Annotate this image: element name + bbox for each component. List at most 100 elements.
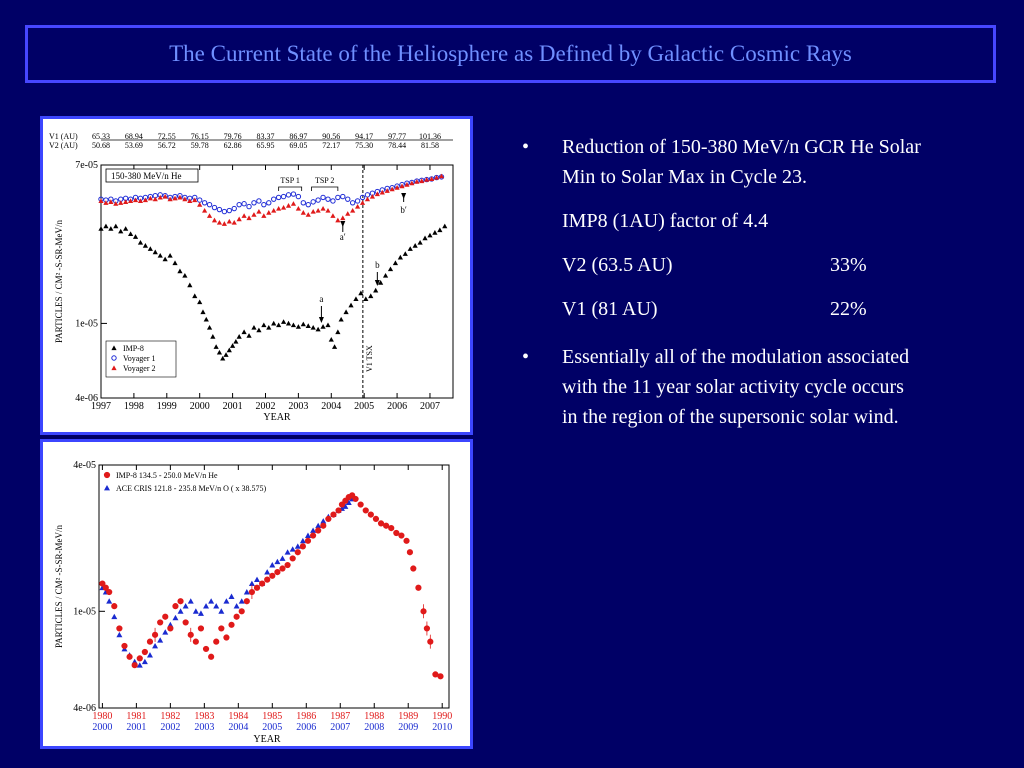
ace-point [299,537,306,544]
imp8-point [432,671,439,678]
reduction-row: IMP8 (1AU) factor of 4.4 [562,206,922,236]
bullet-text: Reduction of 150-380 MeV/n GCR He Solar … [562,136,921,188]
voyager2-point [206,213,213,218]
voyager2-point [246,215,252,221]
ace-point [192,608,199,614]
imp8-point [157,619,164,626]
voyager1-point [295,193,302,200]
imp8-point [208,653,215,660]
y-tick-label: 4e-05 [73,460,96,471]
imp8-point [131,662,138,669]
ace-point [254,576,261,583]
imp8-point [251,324,257,330]
voyager1-point [359,194,366,201]
voyager1-point [335,194,341,201]
voyager2-point [251,212,257,217]
imp8-point [200,309,206,315]
voyager1-point [285,192,292,198]
imp8-point [266,324,272,330]
ace-point [342,503,349,509]
imp8-point [305,323,311,328]
v2-au-value: 72.17 [322,141,340,150]
ace-point [345,499,352,506]
voyager2-point [320,205,326,211]
legend-marker [104,485,110,491]
imp8-point [372,515,380,523]
voyager1-point [340,193,346,200]
imp8-point [113,223,119,229]
tsp-label: TSP 2 [315,176,335,185]
imp8-point [348,302,354,308]
voyager2-point [276,205,282,211]
x-axis-label: YEAR [253,734,281,745]
imp8-point [388,524,395,532]
imp8-point [271,320,277,326]
ace-point [136,662,143,668]
imp8-point [218,625,225,632]
imp8-point [126,653,133,660]
voyager2-point [216,219,223,225]
imp8-point [136,655,143,662]
imp8-point [320,324,326,329]
imp8-point [338,501,346,508]
voyager1-point [226,207,232,214]
imp8-point [99,580,106,587]
imp8-point [202,645,210,653]
legend-marker [103,471,111,479]
ace-point [233,603,240,609]
voyager1-point [196,197,203,203]
imp8-point [437,227,443,233]
x-tick-label: 2007 [420,401,440,412]
imp8-point [402,251,408,256]
imp8-point [182,272,188,278]
ace-point [269,562,276,568]
v1-tsx-label: V1 TSX [365,345,374,372]
imp8-point [146,638,154,645]
slide-title: The Current State of the Heliosphere as … [169,41,852,66]
voyager2-point [300,210,306,215]
voyager1-point [290,191,297,197]
voyager2-point [384,188,390,193]
legend-marker [111,345,117,351]
ace-point [243,589,250,595]
legend-label: ACE CRIS 121.8 - 235.8 MeV/n O ( x 38.57… [116,484,267,493]
imp8-point [213,344,219,349]
imp8-point [290,322,297,328]
ace-point [157,637,164,643]
imp8-point [116,625,123,632]
plot-frame [98,464,450,709]
imp8-point [213,638,220,645]
x-tick-label-red: 1985 [262,711,282,722]
imp8-point [182,619,189,626]
voyager1-point [320,194,326,201]
ace-point [310,527,317,533]
voyager1-point [330,198,336,204]
arrow-label: a′ [340,232,346,242]
imp8-point [289,555,296,562]
voyager2-point [399,183,405,189]
voyager2-point [414,179,420,184]
voyager2-point [424,177,430,182]
v2-au-value: 69.05 [289,141,307,150]
v2-au-value: 78.44 [388,141,406,150]
x-tick-label: 2006 [387,401,407,412]
voyager2-point [123,199,129,204]
imp8-point [353,296,359,302]
imp8-point [330,511,337,518]
imp8-point [352,495,359,503]
x-tick-label-blue: 2009 [398,722,418,733]
voyager1-point [201,200,208,206]
voyager2-point [256,208,262,214]
x-tick-label-blue: 2007 [330,722,350,733]
imp8-point [210,334,216,339]
imp8-point [325,322,331,328]
imp8-point [331,344,338,349]
x-tick-label-red: 1983 [194,711,214,722]
imp8-point [432,230,438,235]
imp8-point [233,613,240,620]
x-tick-label-red: 1987 [330,711,350,722]
imp8-point [264,576,271,583]
imp8-point [226,347,232,353]
bullet-list: • Reduction of 150-380 MeV/n GCR He Sola… [522,132,922,432]
v1-au-value: 83.37 [256,132,274,141]
